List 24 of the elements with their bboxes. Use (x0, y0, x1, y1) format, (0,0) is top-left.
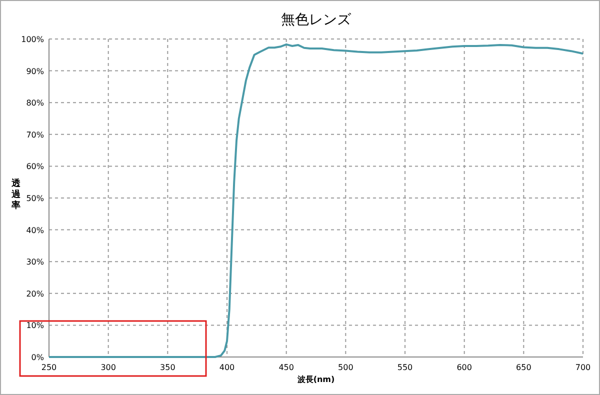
y-tick-label: 90% (26, 66, 44, 76)
y-tick-label: 60% (26, 162, 44, 172)
y-tick-label: 70% (26, 130, 44, 140)
x-tick-label: 700 (575, 363, 591, 372)
x-tick-label: 450 (278, 363, 294, 372)
y-tick-label: 40% (26, 226, 44, 235)
x-tick-label: 600 (456, 363, 472, 372)
x-tick-label: 300 (100, 363, 116, 372)
x-tick-label: 650 (516, 363, 532, 372)
y-tick-label: 100% (21, 35, 44, 44)
y-tick-label: 20% (26, 289, 44, 298)
y-tick-label: 0% (31, 353, 44, 362)
chart-title: 無色レンズ (281, 12, 352, 28)
y-tick-label: 10% (26, 321, 44, 330)
x-tick-label: 400 (219, 363, 235, 372)
y-tick-label: 30% (26, 258, 44, 267)
y-axis-title: 透過率 (10, 178, 22, 211)
x-tick-label: 250 (41, 363, 57, 372)
x-axis-title: 波長(nm) (296, 375, 335, 384)
x-tick-label: 550 (397, 363, 413, 372)
x-tick-label: 500 (338, 363, 354, 372)
y-tick-label: 80% (26, 98, 44, 108)
y-tick-label: 50% (26, 194, 44, 203)
x-tick-label: 350 (160, 363, 176, 372)
